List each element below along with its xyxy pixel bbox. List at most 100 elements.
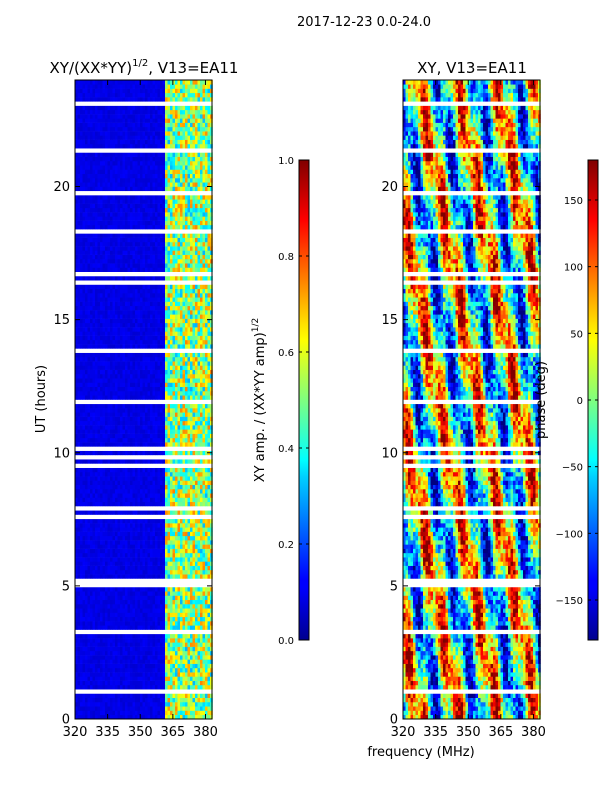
heatmap-cell	[112, 497, 116, 503]
heatmap-cell	[97, 373, 101, 379]
heatmap-cell	[160, 339, 163, 345]
heatmap-cell	[152, 356, 156, 362]
heatmap-cell	[92, 437, 96, 443]
heatmap-cell	[92, 476, 96, 481]
heatmap-cell	[80, 467, 83, 473]
heatmap-cell	[205, 603, 208, 609]
heatmap-cell	[152, 552, 156, 558]
heatmap-cell	[207, 314, 211, 319]
heatmap-cell	[167, 305, 171, 311]
heatmap-cell	[87, 356, 91, 362]
heatmap-cell	[82, 531, 86, 537]
heatmap-cell	[205, 501, 208, 507]
heatmap-cell	[207, 565, 211, 571]
heatmap-cell	[112, 433, 116, 439]
heatmap-cell	[172, 523, 176, 528]
heatmap-cell	[107, 395, 111, 400]
heatmap-cell	[125, 540, 128, 545]
heatmap-cell	[155, 382, 158, 388]
heatmap-cell	[182, 467, 186, 473]
heatmap-cell	[207, 497, 211, 503]
heatmap-cell	[197, 548, 201, 554]
heatmap-cell	[207, 339, 211, 345]
heatmap-cell	[77, 518, 81, 524]
heatmap-cell	[170, 527, 173, 532]
heatmap-cell	[142, 612, 146, 618]
heatmap-cell	[200, 595, 203, 601]
heatmap-cell	[180, 497, 183, 503]
heatmap-cell	[192, 344, 196, 349]
heatmap-cell	[130, 557, 133, 562]
heatmap-cell	[200, 297, 203, 302]
heatmap-cell	[95, 659, 98, 664]
heatmap-cell	[205, 697, 208, 703]
heatmap-cell	[147, 467, 151, 473]
heatmap-cell	[185, 395, 188, 400]
heatmap-cell	[107, 459, 111, 464]
heatmap-cell	[167, 608, 171, 613]
heatmap-cell	[190, 335, 193, 341]
heatmap-cell	[167, 386, 171, 392]
heatmap-cell	[102, 565, 106, 571]
heatmap-cell	[175, 535, 178, 541]
heatmap-cell	[145, 450, 148, 456]
heatmap-cell	[92, 531, 96, 537]
heatmap-cell	[112, 352, 116, 358]
heatmap-cell	[80, 373, 83, 379]
heatmap-cell	[102, 706, 106, 711]
heatmap-cell	[77, 476, 81, 481]
heatmap-cell	[152, 416, 156, 422]
heatmap-cell	[95, 565, 98, 571]
heatmap-cell	[152, 697, 156, 703]
heatmap-cell	[117, 586, 121, 592]
heatmap-cell	[140, 484, 143, 490]
heatmap-cell	[135, 565, 138, 571]
heatmap-cell	[117, 518, 121, 524]
heatmap-cell	[75, 540, 78, 545]
heatmap-cell	[157, 535, 161, 541]
heatmap-cell	[157, 642, 161, 647]
heatmap-cell	[92, 710, 96, 716]
heatmap-cell	[160, 297, 163, 302]
heatmap-cell	[95, 390, 98, 396]
heatmap-cell	[195, 395, 198, 400]
heatmap-cell	[115, 378, 118, 383]
heatmap-cell	[195, 373, 198, 379]
heatmap-cell	[200, 480, 203, 485]
heatmap-cell	[197, 356, 201, 362]
heatmap-cell	[155, 535, 158, 541]
heatmap-cell	[127, 603, 131, 609]
heatmap-cell	[170, 395, 173, 400]
heatmap-cell	[197, 412, 201, 417]
heatmap-cell	[140, 599, 143, 605]
heatmap-cell	[160, 382, 163, 388]
heatmap-cell	[97, 552, 101, 558]
heatmap-cell	[80, 603, 83, 609]
heatmap-cell	[105, 442, 108, 447]
heatmap-cell	[110, 322, 113, 328]
heatmap-cell	[102, 693, 106, 698]
heatmap-cell	[97, 331, 101, 336]
heatmap-cell	[95, 684, 98, 690]
heatmap-cell	[165, 510, 168, 515]
heatmap-cell	[165, 403, 168, 409]
heatmap-cell	[187, 403, 191, 409]
heatmap-cell	[205, 608, 208, 613]
heatmap-cell	[177, 352, 181, 358]
heatmap-cell	[85, 293, 88, 298]
heatmap-cell	[210, 599, 213, 605]
heatmap-cell	[190, 697, 193, 703]
heatmap-cell	[120, 612, 123, 618]
heatmap-row	[75, 301, 213, 307]
heatmap-cell	[120, 714, 123, 720]
heatmap-cell	[157, 633, 161, 639]
heatmap-cell	[177, 680, 181, 686]
heatmap-cell	[207, 714, 211, 720]
heatmap-cell	[200, 523, 203, 528]
heatmap-cell	[210, 437, 213, 443]
heatmap-cell	[200, 314, 203, 319]
heatmap-cell	[112, 344, 116, 349]
heatmap-cell	[137, 403, 141, 409]
heatmap-cell	[85, 403, 88, 409]
